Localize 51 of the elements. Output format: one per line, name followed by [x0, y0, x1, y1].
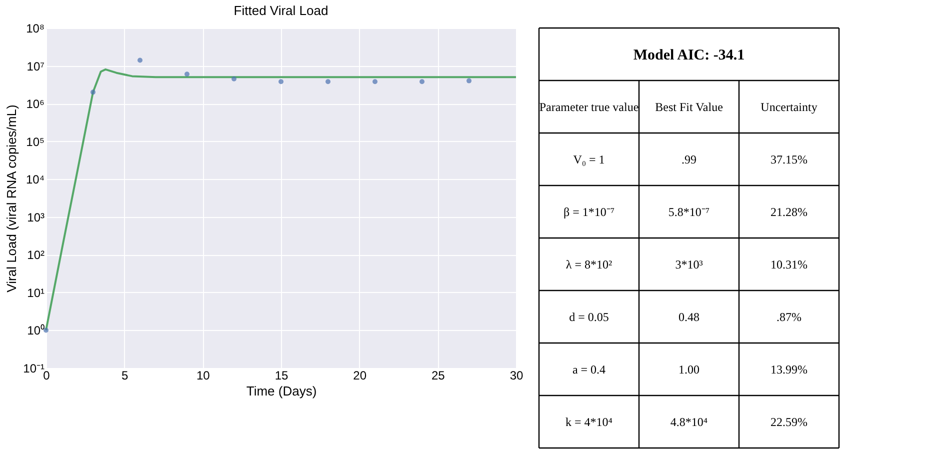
point	[420, 79, 424, 84]
y-tick-label: 10⁵	[26, 134, 45, 149]
text: V₀ = 1	[573, 152, 605, 166]
y-tick-label: 10³	[27, 210, 45, 224]
x-tick-label: 20	[353, 368, 367, 382]
text: 3*10³	[675, 257, 704, 272]
text: .87%	[776, 310, 802, 324]
text: β = 1*10⁻⁷	[563, 204, 615, 219]
text: λ = 8*10²	[566, 257, 612, 272]
text: 0.48	[678, 310, 700, 324]
text: Model AIC: -34.1	[633, 47, 745, 64]
text: d = 0.05	[569, 310, 609, 324]
point	[232, 76, 236, 82]
text: 13.99%	[770, 362, 808, 376]
point	[326, 79, 330, 84]
text: 37.15%	[770, 152, 808, 166]
point	[138, 58, 142, 63]
text: k = 4*10⁴	[566, 414, 612, 429]
text: .99	[682, 152, 696, 166]
text: 22.59%	[770, 414, 808, 429]
point	[278, 79, 284, 84]
text: a = 0.4	[572, 362, 606, 376]
x-tick-label: 0	[43, 368, 50, 382]
y-tick-label: 10¹	[27, 286, 45, 300]
y-tick-label: 10⁶	[26, 97, 45, 112]
text: 10.31%	[770, 257, 808, 272]
text: 1.00	[678, 362, 700, 376]
x-tick-label: 25	[431, 368, 446, 382]
x-tick-label: 5	[121, 368, 128, 382]
text: Best Fit Value	[655, 100, 723, 114]
x-tick-label: 10	[196, 368, 210, 382]
point	[372, 79, 378, 84]
text: 4.8*10⁴	[670, 414, 708, 429]
y-tick-label: 10⁻¹	[23, 362, 45, 376]
y-tick-label: 10⁰	[27, 324, 44, 338]
x-tick-label: 15	[274, 368, 288, 382]
y-tick-label: 10²	[27, 248, 45, 262]
x-axis-title: Time (Days)	[246, 384, 317, 398]
y-tick-label: 10⁷	[26, 59, 44, 74]
point	[466, 78, 472, 84]
text: 21.28%	[770, 204, 808, 219]
y-axis-title: Viral Load (viral RNA copies/mL)	[4, 104, 20, 292]
point	[184, 72, 190, 77]
text: Parameter true value	[539, 100, 639, 114]
point	[90, 90, 96, 95]
chart-title: Fitted Viral Load	[234, 3, 328, 18]
text: 5.8*10⁻⁷	[668, 204, 710, 219]
y-tick-label: 10⁴	[26, 172, 44, 187]
x-tick-label: 30	[510, 368, 524, 382]
y-tick-label: 10⁸	[26, 22, 44, 36]
text: Uncertainty	[760, 100, 818, 114]
